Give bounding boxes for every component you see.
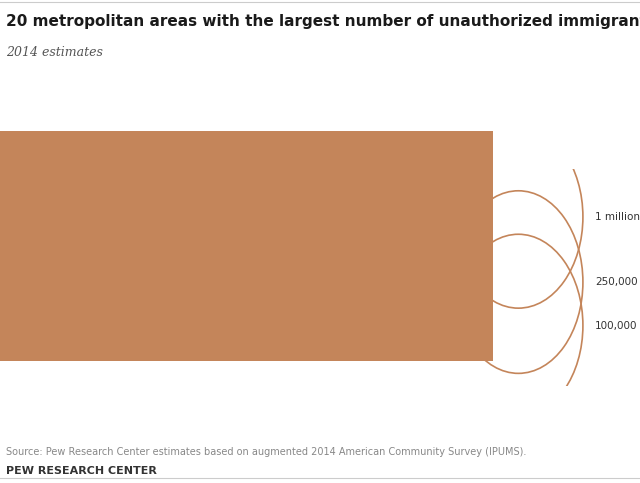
Text: 20 metropolitan areas with the largest number of unauthorized immigrants: 20 metropolitan areas with the largest n… xyxy=(6,14,640,29)
Text: 2014 estimates: 2014 estimates xyxy=(6,46,103,59)
Text: 250,000: 250,000 xyxy=(595,277,638,287)
Text: PEW RESEARCH CENTER: PEW RESEARCH CENTER xyxy=(6,466,157,476)
Text: 1 million: 1 million xyxy=(595,212,640,222)
Text: Source: Pew Research Center estimates based on augmented 2014 American Community: Source: Pew Research Center estimates ba… xyxy=(6,447,527,457)
Text: 100,000: 100,000 xyxy=(595,321,637,330)
